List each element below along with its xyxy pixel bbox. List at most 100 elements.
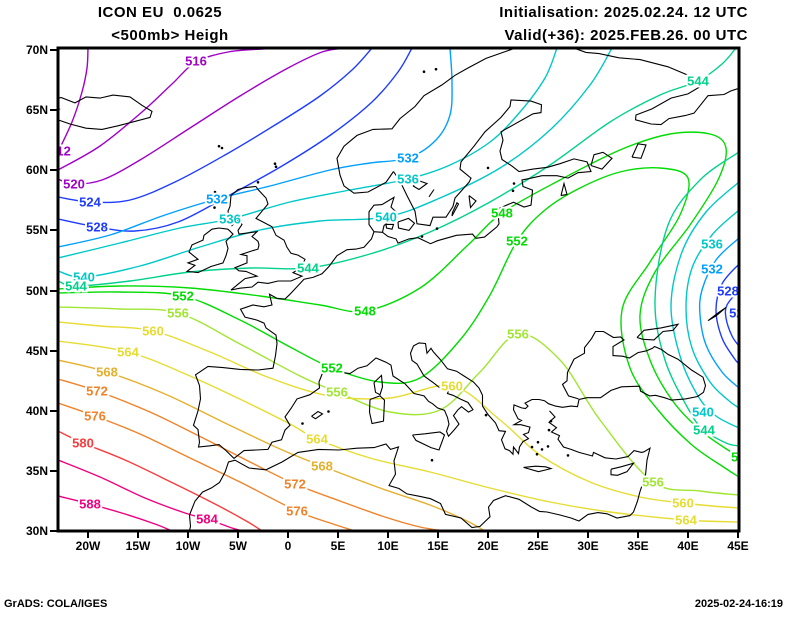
lat-tick-label: 50N bbox=[26, 284, 48, 298]
contour-label-548: 548 bbox=[731, 450, 753, 465]
contour-line-572 bbox=[59, 378, 444, 530]
lon-tick-label: 20E bbox=[477, 539, 498, 553]
contour-line-512 bbox=[59, 49, 89, 152]
coastline-path bbox=[385, 223, 395, 230]
lon-tick-label: 15E bbox=[427, 539, 448, 553]
island-dot bbox=[540, 448, 544, 451]
contour-label-564: 564 bbox=[117, 345, 139, 360]
coastline-path bbox=[192, 231, 707, 460]
contour-label-556: 556 bbox=[507, 327, 529, 342]
contour-label-552: 552 bbox=[321, 361, 343, 376]
island-dot bbox=[536, 440, 540, 444]
contour-label-560: 560 bbox=[142, 324, 164, 339]
lon-tick-label: 30E bbox=[577, 539, 598, 553]
lat-tick-label: 30N bbox=[26, 524, 48, 538]
lon-tick-label: 5E bbox=[331, 539, 346, 553]
island-dot bbox=[566, 454, 570, 457]
contour-label-544: 544 bbox=[297, 261, 319, 276]
lat-tick-label: 65N bbox=[26, 103, 48, 117]
contour-label-584: 584 bbox=[196, 512, 218, 527]
lon-tick-label: 15W bbox=[126, 539, 151, 553]
island-dot bbox=[274, 165, 278, 168]
lon-tick-label: 10E bbox=[377, 539, 398, 553]
island-dot bbox=[217, 144, 221, 148]
lon-tick-label: 5W bbox=[229, 539, 248, 553]
grads-credit: GrADS: COLA/IGES bbox=[4, 598, 108, 610]
coastline-path bbox=[382, 99, 592, 245]
coastline-path bbox=[590, 151, 613, 170]
contour-line-524 bbox=[59, 49, 373, 204]
contour-label-532: 532 bbox=[206, 192, 228, 207]
contour-line-536 bbox=[59, 49, 558, 259]
contour-line-564 bbox=[59, 340, 738, 523]
contour-label-544: 544 bbox=[693, 423, 715, 438]
island-dot bbox=[430, 458, 434, 462]
contour-line-544 bbox=[654, 151, 738, 447]
coastline-path bbox=[573, 49, 738, 126]
contour-label-556: 556 bbox=[642, 475, 664, 490]
valid-time: Valid(+36): 2025.FEB.26. 00 UTC bbox=[504, 27, 748, 44]
island-dot bbox=[214, 199, 218, 202]
island-dot bbox=[484, 413, 488, 417]
creation-timestamp: 2025-02-24-16:19 bbox=[694, 598, 783, 610]
contour-line-568 bbox=[59, 359, 485, 530]
island-dot bbox=[486, 166, 490, 170]
contour-line-524 bbox=[724, 290, 738, 346]
map-inner: 5125165205245285325325365365405405445445… bbox=[49, 49, 753, 530]
contour-label-568: 568 bbox=[96, 365, 118, 380]
contour-line-520 bbox=[59, 49, 343, 185]
contour-label-560: 560 bbox=[441, 379, 463, 394]
lon-tick-label: 25E bbox=[527, 539, 548, 553]
contour-label-520: 520 bbox=[63, 177, 85, 192]
lat-tick-label: 55N bbox=[26, 223, 48, 237]
coastline-path bbox=[188, 410, 651, 530]
island-dot bbox=[213, 190, 217, 194]
island-dot bbox=[273, 162, 277, 165]
contour-label-536: 536 bbox=[219, 212, 241, 227]
contour-line-532 bbox=[698, 237, 738, 389]
coastline-path bbox=[311, 410, 324, 420]
contour-label-552: 552 bbox=[506, 234, 528, 249]
coastline-path bbox=[227, 185, 306, 291]
coastline-path bbox=[610, 462, 635, 476]
contour-line-588 bbox=[59, 495, 172, 530]
contour-label-536: 536 bbox=[397, 172, 419, 187]
contour-label-536: 536 bbox=[701, 237, 723, 252]
island-dot bbox=[223, 194, 227, 197]
contour-label-560: 560 bbox=[672, 496, 694, 511]
coastline-path bbox=[373, 374, 384, 396]
contour-line-540 bbox=[59, 49, 613, 278]
island-dot bbox=[511, 189, 515, 193]
contour-line-532 bbox=[59, 49, 453, 248]
coastline-path bbox=[412, 431, 446, 451]
contour-line-536 bbox=[685, 209, 738, 409]
island-dot bbox=[220, 146, 224, 150]
contour-label-564: 564 bbox=[306, 432, 328, 447]
island-dot bbox=[435, 227, 439, 230]
contour-line-528 bbox=[715, 264, 738, 364]
contour-label-556: 556 bbox=[326, 385, 348, 400]
contour-label-512: 512 bbox=[49, 144, 71, 159]
contour-label-524: 524 bbox=[79, 195, 101, 210]
contour-label-528: 528 bbox=[86, 220, 108, 235]
island-dot bbox=[327, 410, 330, 413]
lon-tick-label: 20W bbox=[76, 539, 101, 553]
island-dot bbox=[434, 67, 438, 71]
contour-line-528 bbox=[59, 49, 413, 232]
coastline-path bbox=[59, 94, 153, 130]
island-dot bbox=[213, 206, 216, 209]
contour-line-556 bbox=[59, 306, 738, 496]
island-dot bbox=[256, 181, 260, 184]
contour-label-540: 540 bbox=[692, 405, 714, 420]
coastline-path bbox=[468, 195, 477, 209]
contour-label-580: 580 bbox=[72, 436, 94, 451]
lon-tick-label: 0 bbox=[285, 539, 292, 553]
contour-label-544: 544 bbox=[687, 74, 709, 89]
contour-label-540: 540 bbox=[73, 270, 95, 285]
contour-label-552: 552 bbox=[172, 289, 194, 304]
contour-label-544: 544 bbox=[65, 279, 87, 294]
contour-line-584 bbox=[59, 459, 242, 530]
contour-label-568: 568 bbox=[311, 459, 333, 474]
contour-line-516 bbox=[59, 49, 284, 171]
coastline-path bbox=[412, 180, 429, 191]
